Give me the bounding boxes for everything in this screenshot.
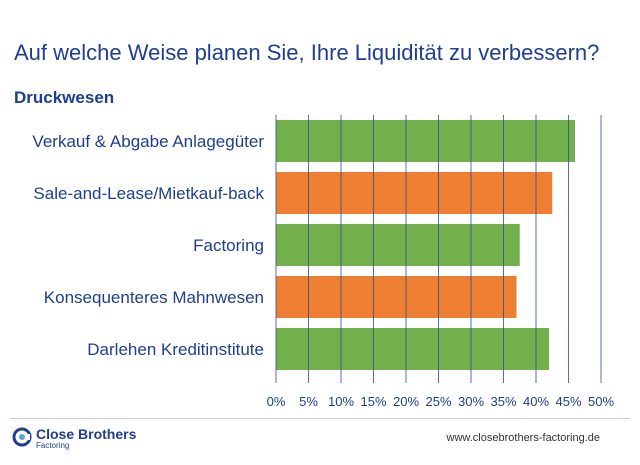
brand-logo-icon [12,427,32,447]
x-tick-label-6: 30% [458,394,484,409]
x-tick-label-10: 50% [588,394,614,409]
bar-1 [276,172,553,214]
chart-subtitle: Druckwesen [14,88,115,107]
category-label-4: Darlehen Kreditinstitute [87,340,264,359]
footer-divider [10,418,630,419]
x-tick-label-3: 15% [360,394,386,409]
bar-0 [276,120,575,162]
category-label-0: Verkauf & Abgabe Anlagegüter [32,132,264,151]
category-label-1: Sale-and-Lease/Mietkauf-back [33,184,264,203]
bar-chart: Verkauf & Abgabe Anlagegüter Sale-and-Lea… [32,115,614,409]
bar-2 [276,224,520,266]
category-label-3: Konsequenteres Mahnwesen [44,288,264,307]
bar-4 [276,328,549,370]
brand-name: Close Brothers [36,426,137,442]
page-title: Auf welche Weise planen Sie, Ihre Liquid… [14,40,600,65]
brand-logo: Close Brothers Factoring [12,427,136,453]
x-tick-label-5: 25% [425,394,451,409]
x-tick-label-0: 0% [267,394,286,409]
x-tick-label-9: 45% [555,394,581,409]
x-tick-label-1: 5% [299,394,318,409]
brand-subname: Factoring [36,441,70,450]
bar-3 [276,276,517,318]
category-label-2: Factoring [193,236,264,255]
x-tick-label-8: 40% [523,394,549,409]
x-tick-label-2: 10% [328,394,354,409]
website-url: www.closebrothers-factoring.de [446,432,600,444]
x-tick-label-7: 35% [490,394,516,409]
x-tick-label-4: 20% [393,394,419,409]
